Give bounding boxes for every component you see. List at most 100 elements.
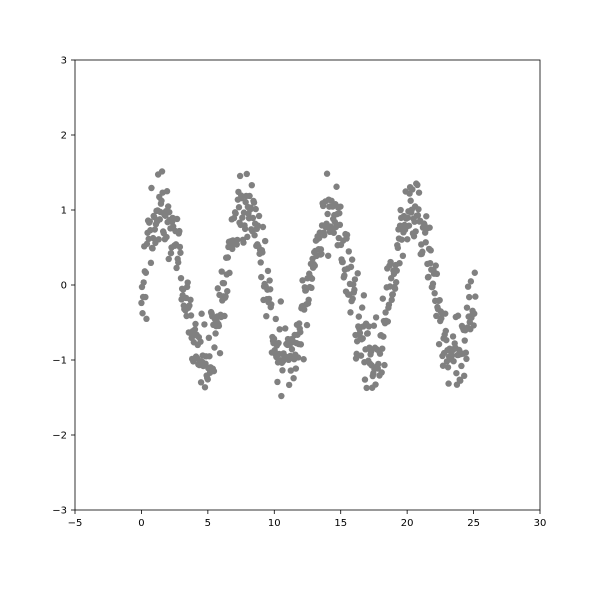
- scatter-point: [192, 321, 198, 327]
- scatter-point: [290, 375, 296, 381]
- x-tick-label: −5: [68, 518, 83, 529]
- scatter-point: [148, 260, 154, 266]
- scatter-point: [393, 279, 399, 285]
- scatter-point: [177, 250, 183, 256]
- scatter-point: [175, 259, 181, 265]
- scatter-point: [463, 356, 469, 362]
- scatter-point: [246, 193, 252, 199]
- scatter-point: [174, 216, 180, 222]
- scatter-point: [400, 253, 406, 259]
- scatter-point: [333, 184, 339, 190]
- scatter-point: [427, 260, 433, 266]
- scatter-point: [253, 206, 259, 212]
- scatter-point: [295, 354, 301, 360]
- scatter-point: [211, 344, 217, 350]
- scatter-point: [360, 335, 366, 341]
- scatter-point: [404, 236, 410, 242]
- scatter-point: [258, 259, 264, 265]
- scatter-point: [347, 309, 353, 315]
- scatter-point: [265, 268, 271, 274]
- scatter-point: [215, 285, 221, 291]
- scatter-point: [201, 321, 207, 327]
- scatter-point: [234, 237, 240, 243]
- scatter-point: [263, 313, 269, 319]
- scatter-point: [152, 226, 158, 232]
- scatter-point: [414, 182, 420, 188]
- scatter-point: [337, 222, 343, 228]
- scatter-point: [392, 286, 398, 292]
- scatter-point: [359, 304, 365, 310]
- scatter-point: [250, 215, 256, 221]
- scatter-point: [399, 236, 405, 242]
- scatter-point: [185, 279, 191, 285]
- scatter-point: [380, 295, 386, 301]
- scatter-point: [176, 228, 182, 234]
- scatter-point: [336, 210, 342, 216]
- scatter-point: [164, 188, 170, 194]
- scatter-point: [426, 224, 432, 230]
- scatter-point: [276, 326, 282, 332]
- scatter-point: [445, 364, 451, 370]
- scatter-point: [450, 333, 456, 339]
- y-tick-label: −1: [52, 356, 67, 367]
- y-tick-label: −2: [52, 431, 67, 442]
- scatter-point: [380, 333, 386, 339]
- scatter-point: [405, 215, 411, 221]
- scatter-point: [251, 199, 257, 205]
- scatter-point: [470, 322, 476, 328]
- scatter-point: [297, 329, 303, 335]
- scatter-point: [186, 302, 192, 308]
- scatter-point: [425, 274, 431, 280]
- scatter-point: [278, 393, 284, 399]
- scatter-point: [406, 222, 412, 228]
- scatter-point: [166, 209, 172, 215]
- scatter-point: [346, 248, 352, 254]
- scatter-point: [206, 335, 212, 341]
- scatter-point: [365, 330, 371, 336]
- y-tick-label: −3: [52, 506, 67, 517]
- scatter-point: [471, 310, 477, 316]
- scatter-point: [232, 210, 238, 216]
- scatter-point: [275, 340, 281, 346]
- scatter-point: [373, 314, 379, 320]
- scatter-point: [308, 285, 314, 291]
- scatter-point: [356, 313, 362, 319]
- scatter-point: [309, 275, 315, 281]
- scatter-point: [430, 281, 436, 287]
- x-tick-label: 10: [268, 518, 281, 529]
- scatter-point: [419, 249, 425, 255]
- scatter-point: [341, 272, 347, 278]
- scatter-point: [251, 232, 257, 238]
- scatter-point: [428, 247, 434, 253]
- scatter-point: [445, 380, 451, 386]
- scatter-point: [244, 171, 250, 177]
- scatter-point: [312, 263, 318, 269]
- scatter-point: [205, 376, 211, 382]
- scatter-point: [224, 288, 230, 294]
- scatter-point: [416, 189, 422, 195]
- scatter-point: [379, 345, 385, 351]
- scatter-point: [325, 253, 331, 259]
- scatter-point: [268, 301, 274, 307]
- scatter-point: [217, 350, 223, 356]
- y-tick-label: 1: [61, 206, 67, 217]
- scatter-point: [378, 369, 384, 375]
- scatter-point: [318, 251, 324, 257]
- scatter-point: [289, 346, 295, 352]
- scatter-point: [166, 256, 172, 262]
- scatter-point: [206, 353, 212, 359]
- scatter-point: [331, 230, 337, 236]
- scatter-point: [159, 168, 165, 174]
- scatter-point: [178, 275, 184, 281]
- scatter-point: [352, 276, 358, 282]
- scatter-point: [436, 297, 442, 303]
- y-tick-label: 2: [61, 131, 67, 142]
- scatter-point: [443, 328, 449, 334]
- scatter-point: [273, 316, 279, 322]
- scatter-point: [202, 384, 208, 390]
- scatter-point: [455, 313, 461, 319]
- scatter-point: [350, 296, 356, 302]
- scatter-point: [260, 224, 266, 230]
- scatter-point: [279, 367, 285, 373]
- scatter-point: [396, 260, 402, 266]
